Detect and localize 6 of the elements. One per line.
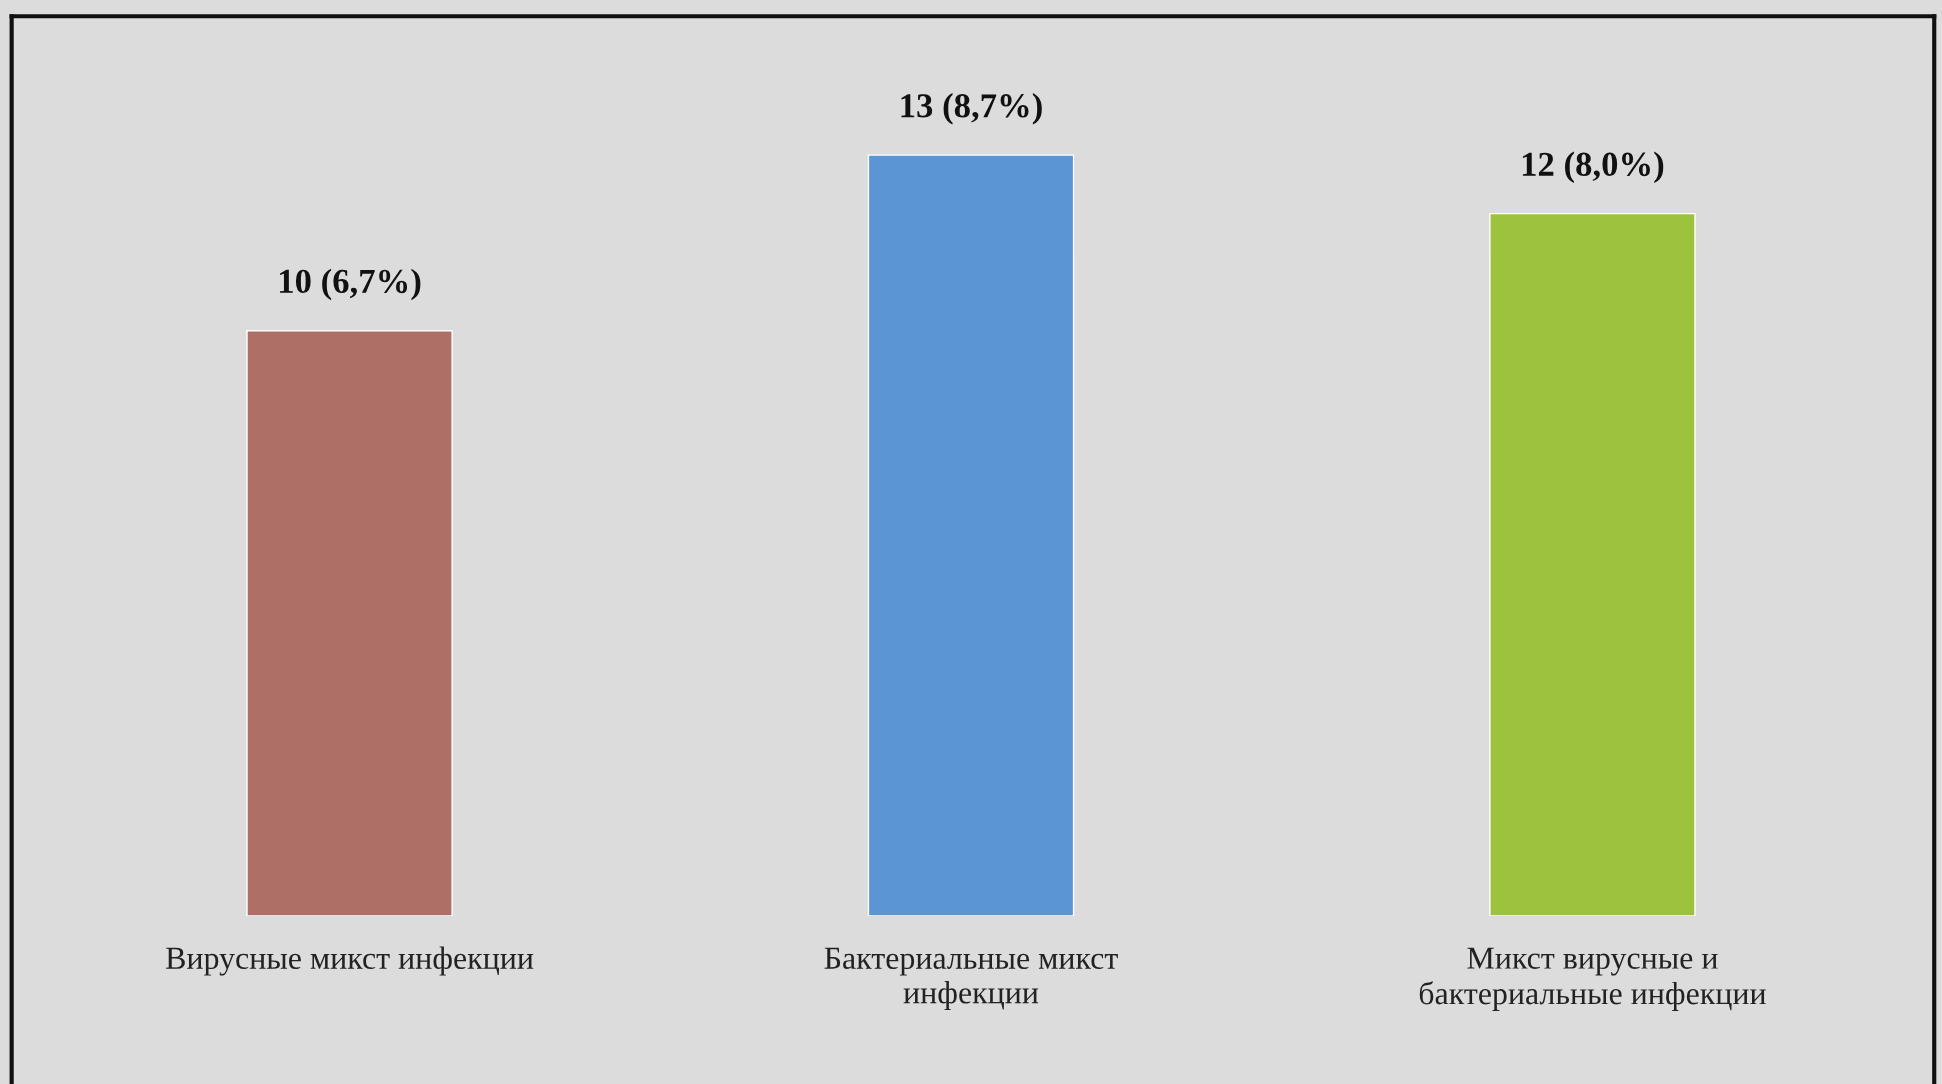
x-tick-label: Вирусные микст инфекции (166, 946, 534, 976)
x-tick-label: Микст вирусные и бактериальные инфекции (1419, 947, 1766, 1011)
x-tick-label: Бактериальные микст инфекции (824, 947, 1118, 1011)
data-label: 10 (6,7%) (280, 268, 421, 301)
data-label: 13 (8,7%) (901, 93, 1042, 125)
data-label: 12 (8,0%) (1522, 151, 1664, 184)
